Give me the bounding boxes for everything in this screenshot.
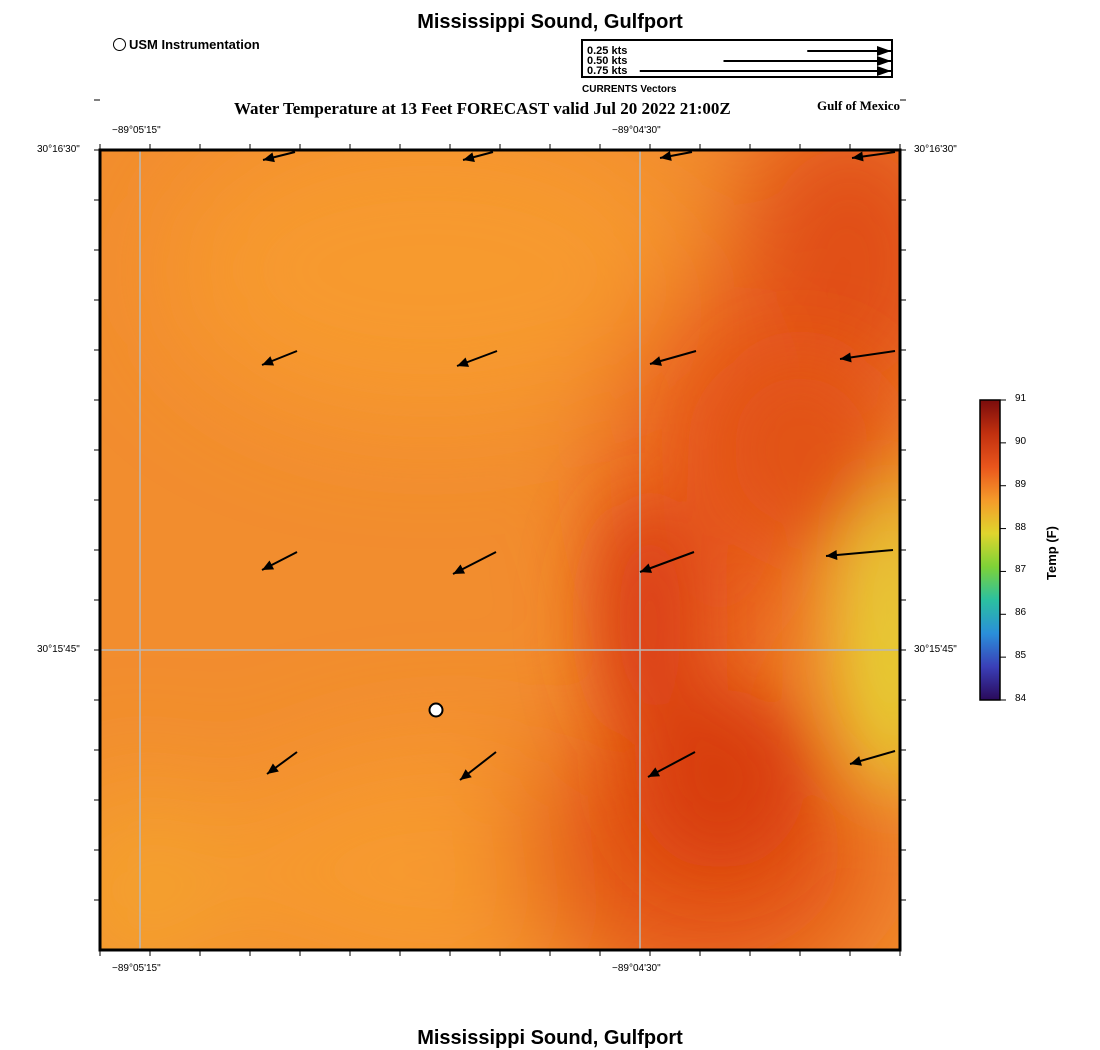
y-tick-label-left-2: 30°15'45" [37, 644, 80, 655]
colorbar-gradient [979, 399, 1001, 701]
current-vector-3 [659, 151, 693, 161]
legend-arrow-1 [807, 46, 891, 56]
footer-title: Mississippi Sound, Gulfport [417, 1027, 683, 1049]
map-title: Mississippi Sound, Gulfport [417, 11, 683, 33]
x-tick-label-top-2: −89°04'30" [612, 125, 661, 136]
current-vector-13 [266, 751, 298, 775]
colorbar [979, 399, 1006, 701]
colorbar-title: Temp (F) [1044, 526, 1059, 580]
current-vector-10 [452, 551, 497, 575]
current-vector-11 [639, 551, 695, 573]
current-vector-6 [456, 350, 498, 367]
temperature-map[interactable] [100, 150, 900, 950]
x-tick-label-bottom-2: −89°04'30" [612, 963, 661, 974]
legend-arrow-2 [723, 56, 891, 66]
y-tick-label-right-2: 30°15'45" [914, 644, 957, 655]
colorbar-tick-label: 89 [1015, 478, 1027, 490]
colorbar-tick-label: 84 [1015, 693, 1027, 704]
y-tick-label-right-1: 30°16'30" [914, 144, 957, 155]
station-circle-icon [113, 38, 126, 51]
x-tick-label-top-1: −89°05'15" [112, 125, 161, 136]
y-tick-label-left-1: 30°16'30" [37, 144, 80, 155]
usm-station-marker[interactable] [428, 702, 444, 718]
current-vector-9 [261, 551, 298, 571]
region-label: Gulf of Mexico [816, 98, 900, 113]
vector-legend-box: 0.25 kts 0.50 kts 0.75 kts [581, 39, 893, 78]
colorbar-tick-label: 91 [1015, 393, 1027, 404]
station-legend-label: USM Instrumentation [129, 37, 260, 52]
vector-legend-caption: CURRENTS Vectors [582, 84, 677, 95]
colorbar-tick-label: 88 [1015, 521, 1027, 533]
current-vector-16 [849, 750, 896, 766]
vector-legend-arrows [639, 46, 891, 76]
colorbar-tick-label: 87 [1015, 564, 1027, 576]
current-vector-7 [649, 350, 697, 366]
current-vector-5 [261, 350, 298, 366]
temperature-field [100, 150, 900, 950]
current-vector-12 [825, 549, 894, 560]
vector-legend-label-2: 0.50 kts [587, 55, 628, 67]
current-vector-15 [647, 751, 696, 778]
current-vectors [261, 151, 896, 781]
current-vector-8 [839, 350, 896, 363]
map-subtitle: Water Temperature at 13 Feet FORECAST va… [234, 99, 731, 118]
current-vector-4 [851, 151, 896, 162]
current-vector-14 [459, 751, 497, 781]
x-tick-label-bottom-1: −89°05'15" [112, 963, 161, 974]
graticule [100, 150, 900, 950]
colorbar-tick-label: 86 [1015, 607, 1027, 619]
current-vector-2 [462, 151, 494, 162]
vector-legend-label-3: 0.75 kts [587, 65, 628, 77]
colorbar-tick-label: 90 [1015, 435, 1027, 447]
current-vector-1 [262, 151, 296, 163]
colorbar-tick-label: 85 [1015, 650, 1027, 662]
station-legend: USM Instrumentation [113, 37, 260, 52]
vector-legend-label-1: 0.25 kts [587, 45, 628, 57]
legend-arrow-3 [639, 66, 891, 76]
